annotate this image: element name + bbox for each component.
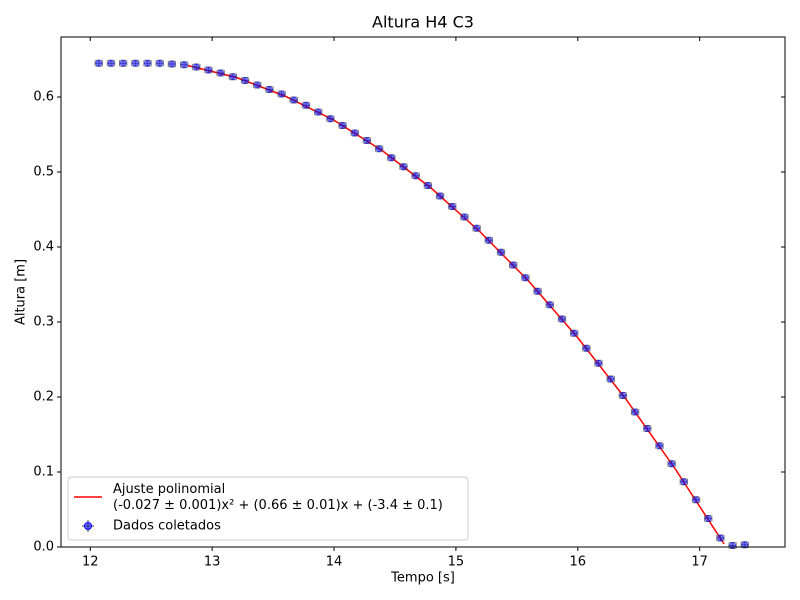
data-point — [582, 344, 590, 352]
data-point — [497, 248, 505, 256]
legend-box — [67, 476, 469, 541]
x-tick-label: 16 — [570, 555, 587, 570]
data-point — [119, 59, 127, 67]
data-point — [704, 515, 712, 522]
data-point — [326, 115, 334, 123]
data-point — [546, 301, 554, 309]
y-tick-label: 0.5 — [33, 165, 54, 180]
data-point — [473, 224, 481, 232]
data-point — [95, 59, 103, 67]
data-point — [241, 77, 249, 84]
data-point — [107, 59, 115, 67]
data-points — [94, 59, 749, 549]
x-tick-label: 12 — [82, 555, 99, 570]
legend-label: Dados coletados — [113, 519, 221, 534]
data-point — [168, 60, 176, 68]
y-axis-label: Altura [m] — [14, 259, 29, 325]
data-point — [387, 154, 395, 162]
data-point — [144, 59, 152, 67]
x-tick-label: 17 — [691, 555, 708, 570]
y-tick-label: 0.6 — [33, 90, 54, 105]
data-point — [180, 61, 188, 69]
data-point — [399, 163, 407, 171]
data-point — [680, 478, 688, 486]
data-point — [363, 137, 371, 144]
data-point — [631, 408, 639, 416]
x-tick-label: 15 — [448, 555, 465, 570]
data-point — [217, 69, 225, 77]
data-point — [558, 315, 566, 323]
x-tick-label: 14 — [326, 555, 343, 570]
data-point — [424, 182, 432, 189]
data-point — [375, 145, 383, 153]
data-point — [278, 90, 286, 98]
data-point — [192, 63, 200, 71]
data-point — [729, 542, 737, 549]
data-point — [521, 274, 529, 282]
y-tick-label: 0.0 — [33, 540, 54, 555]
data-point — [692, 496, 700, 504]
data-point — [131, 59, 139, 67]
data-point — [204, 66, 212, 74]
data-point — [339, 122, 347, 129]
data-point — [436, 192, 444, 200]
data-point — [668, 460, 676, 468]
data-point — [302, 101, 310, 109]
data-point — [534, 287, 542, 295]
data-point — [643, 425, 651, 432]
data-point — [229, 73, 237, 81]
data-point — [460, 213, 468, 221]
data-point — [570, 329, 578, 337]
data-point — [509, 261, 517, 269]
data-point — [741, 541, 749, 549]
data-point — [655, 442, 663, 450]
data-point — [607, 375, 615, 383]
data-point — [716, 534, 724, 542]
data-point — [485, 236, 493, 244]
data-point — [412, 172, 420, 180]
legend-label: Ajuste polinomial (-0.027 ± 0.001)x² + (0… — [113, 482, 443, 513]
data-point — [290, 96, 298, 104]
data-point — [448, 203, 456, 210]
data-point — [314, 108, 322, 116]
y-tick-label: 0.2 — [33, 390, 54, 405]
data-point — [351, 129, 359, 137]
legend-swatch — [84, 522, 92, 530]
data-point — [156, 59, 164, 67]
x-axis-label: Tempo [s] — [390, 571, 455, 586]
y-tick-label: 0.1 — [33, 465, 54, 480]
chart-title: Altura H4 C3 — [372, 13, 474, 32]
plot-frame — [60, 36, 786, 548]
y-tick-label: 0.4 — [33, 240, 54, 255]
data-point — [619, 392, 627, 399]
data-point — [265, 86, 273, 93]
data-point — [253, 81, 261, 89]
y-tick-label: 0.3 — [33, 315, 54, 330]
x-tick-label: 13 — [204, 555, 221, 570]
data-point — [595, 359, 603, 367]
